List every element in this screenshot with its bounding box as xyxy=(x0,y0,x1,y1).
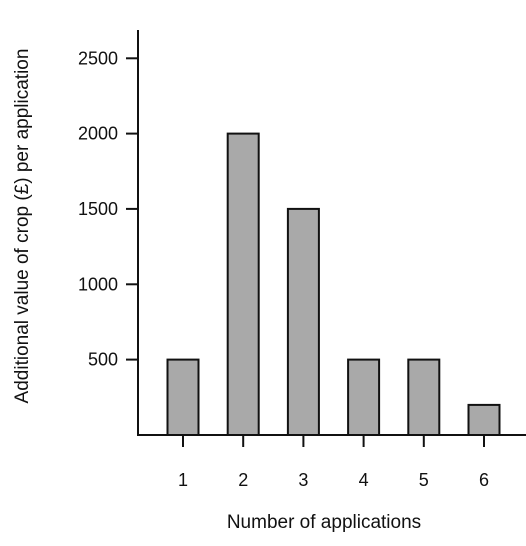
x-tick-label-2: 2 xyxy=(238,470,248,490)
axes-layer xyxy=(137,30,526,436)
bar-5 xyxy=(407,358,441,437)
bars-layer xyxy=(166,132,501,437)
bar-1 xyxy=(166,358,200,437)
y-ticks: 500 1000 1500 2000 2500 xyxy=(78,48,138,370)
x-tick-label-4: 4 xyxy=(359,470,369,490)
y-tick-label-1000: 1000 xyxy=(78,274,118,294)
bar-4 xyxy=(347,358,381,437)
x-tick-label-6: 6 xyxy=(479,470,489,490)
y-tick-label-2000: 2000 xyxy=(78,124,118,144)
x-tick-label-5: 5 xyxy=(419,470,429,490)
y-tick-label-500: 500 xyxy=(88,350,118,370)
x-tick-label-1: 1 xyxy=(178,470,188,490)
x-tick-label-3: 3 xyxy=(298,470,308,490)
bar-6 xyxy=(467,403,501,436)
y-tick-label-1500: 1500 xyxy=(78,199,118,219)
bar-2 xyxy=(226,132,260,436)
x-axis-title: Number of applications xyxy=(227,512,421,533)
y-tick-label-2500: 2500 xyxy=(78,48,118,68)
x-ticks: 1 2 3 4 5 6 xyxy=(178,435,489,490)
y-axis-title: Additional value of crop (£) per applica… xyxy=(12,49,33,404)
bar-3 xyxy=(286,207,320,436)
